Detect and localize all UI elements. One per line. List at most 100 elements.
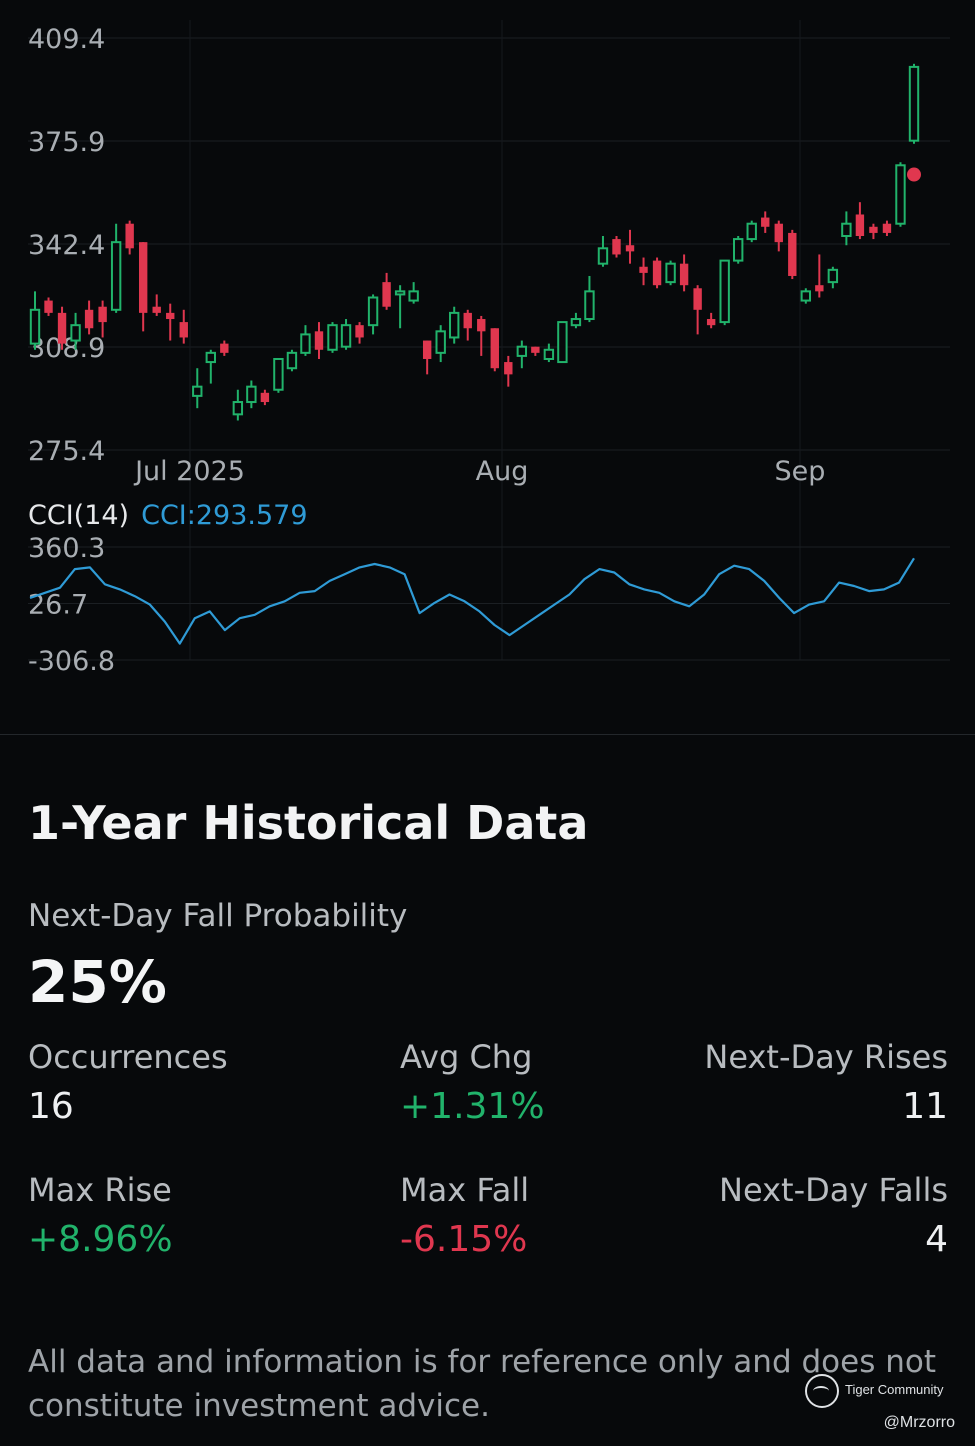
price-y-tick-label: 275.4 xyxy=(28,436,105,467)
candle-body xyxy=(800,290,812,302)
stat-next-day-falls: Next-Day Falls 4 xyxy=(719,1171,948,1260)
watermark-brand: Tiger Community xyxy=(845,1382,944,1397)
candle-body xyxy=(70,324,81,342)
stat-label: Max Rise xyxy=(28,1171,172,1209)
candle-body xyxy=(394,290,406,296)
section-divider xyxy=(0,734,975,735)
fall-probability-label: Next-Day Fall Probability xyxy=(28,898,408,934)
stat-value: +1.31% xyxy=(400,1086,545,1127)
candle-body xyxy=(408,290,419,302)
candle-body xyxy=(205,351,216,364)
stat-label: Next-Day Falls xyxy=(719,1171,948,1209)
candle-body xyxy=(110,241,122,311)
candle-body xyxy=(719,259,730,324)
price-y-tick-label: 342.4 xyxy=(28,230,105,261)
candle-body xyxy=(855,214,865,237)
candle-body xyxy=(504,362,513,375)
candle-body xyxy=(220,343,229,353)
last-close-marker xyxy=(907,167,921,182)
candle-body xyxy=(625,245,635,252)
candle-body xyxy=(166,312,175,320)
candle-body xyxy=(355,325,364,338)
candle-body xyxy=(733,238,744,262)
candle-body xyxy=(531,346,540,353)
candle-body xyxy=(841,222,852,238)
candle-body xyxy=(314,331,324,350)
candle-body xyxy=(422,340,432,359)
stat-max-rise: Max Rise +8.96% xyxy=(28,1171,173,1260)
candle-body xyxy=(815,285,824,292)
candle-body xyxy=(477,319,486,332)
candle-body xyxy=(570,318,582,327)
candle-body xyxy=(788,232,797,276)
candle-body xyxy=(612,239,621,255)
candle-body xyxy=(882,223,892,233)
candle-body xyxy=(29,308,41,345)
watermark: Tiger Community @Mrzorro xyxy=(805,1372,955,1438)
candle-body xyxy=(746,222,757,241)
x-tick-label: Aug xyxy=(476,456,529,487)
stat-label: Avg Chg xyxy=(400,1038,533,1076)
candle-body xyxy=(895,164,906,225)
candle-body xyxy=(652,260,662,286)
x-tick-label: Sep xyxy=(775,456,826,487)
stat-label: Occurrences xyxy=(28,1038,228,1076)
candle-body xyxy=(679,263,689,286)
candle-body xyxy=(192,385,203,397)
chart-svg[interactable]: 409.4 375.9 342.4 308.9 275.4 Jul 2025 Aug Sep 3… xyxy=(0,0,975,735)
candle-body xyxy=(639,266,648,273)
watermark-user: @Mrzorro xyxy=(883,1414,955,1431)
candle-body xyxy=(693,288,702,310)
stat-occurrences: Occurrences 16 xyxy=(28,1038,228,1127)
candle-body xyxy=(761,217,770,227)
candle-body xyxy=(908,65,920,142)
section-title: 1-Year Historical Data xyxy=(28,796,589,850)
candle-body xyxy=(152,306,161,313)
cci-y-tick-label: 360.3 xyxy=(28,533,105,564)
candle-body xyxy=(435,330,446,354)
candle-body xyxy=(367,296,379,327)
stat-value: +8.96% xyxy=(28,1219,173,1260)
fall-probability-value: 25% xyxy=(28,948,167,1016)
candle-body xyxy=(179,322,188,338)
disclaimer-text: All data and information is for referenc… xyxy=(28,1344,936,1424)
candle-body xyxy=(557,321,568,364)
candle-body xyxy=(706,319,716,326)
candle-body xyxy=(340,324,352,348)
price-chart-area[interactable]: 409.4 375.9 342.4 308.9 275.4 Jul 2025 Aug Sep 3… xyxy=(0,0,975,735)
stat-avg-chg: Avg Chg +1.31% xyxy=(400,1038,545,1127)
candle-body xyxy=(490,328,499,369)
candle-body xyxy=(125,223,134,249)
candle-body xyxy=(665,262,676,284)
stat-value: -6.15% xyxy=(400,1219,528,1260)
stat-label: Max Fall xyxy=(400,1171,530,1209)
candle-body xyxy=(232,401,244,416)
candle-body xyxy=(98,306,107,323)
price-y-tick-label: 409.4 xyxy=(28,24,105,55)
candle-body xyxy=(327,324,338,351)
candle-body xyxy=(138,242,148,313)
candle-body xyxy=(463,312,472,329)
candle-body xyxy=(516,345,528,357)
candle-body xyxy=(84,309,94,329)
stat-label: Next-Day Rises xyxy=(704,1038,948,1076)
candle-body xyxy=(382,282,391,307)
candle-body xyxy=(543,348,555,360)
candle-body xyxy=(273,357,284,391)
stat-value: 16 xyxy=(28,1086,74,1127)
cci-y-tick-label: -306.8 xyxy=(28,646,115,677)
candle-body xyxy=(260,392,270,403)
cci-indicator-name[interactable]: CCI(14) xyxy=(28,500,130,531)
candle-body xyxy=(774,223,783,243)
candle-body xyxy=(449,311,460,339)
candle-body xyxy=(57,312,67,344)
candle-body xyxy=(869,226,878,233)
cci-header: CCI(14) CCI:293.579 xyxy=(28,500,308,531)
cci-y-tick-label: 26.7 xyxy=(28,590,88,621)
candle-body xyxy=(584,290,595,321)
candle-body xyxy=(286,351,298,370)
tiger-community-logo-icon xyxy=(805,1374,839,1408)
cci-series-line xyxy=(29,557,915,645)
candle-body xyxy=(597,247,609,265)
stat-next-day-rises: Next-Day Rises 11 xyxy=(704,1038,948,1127)
